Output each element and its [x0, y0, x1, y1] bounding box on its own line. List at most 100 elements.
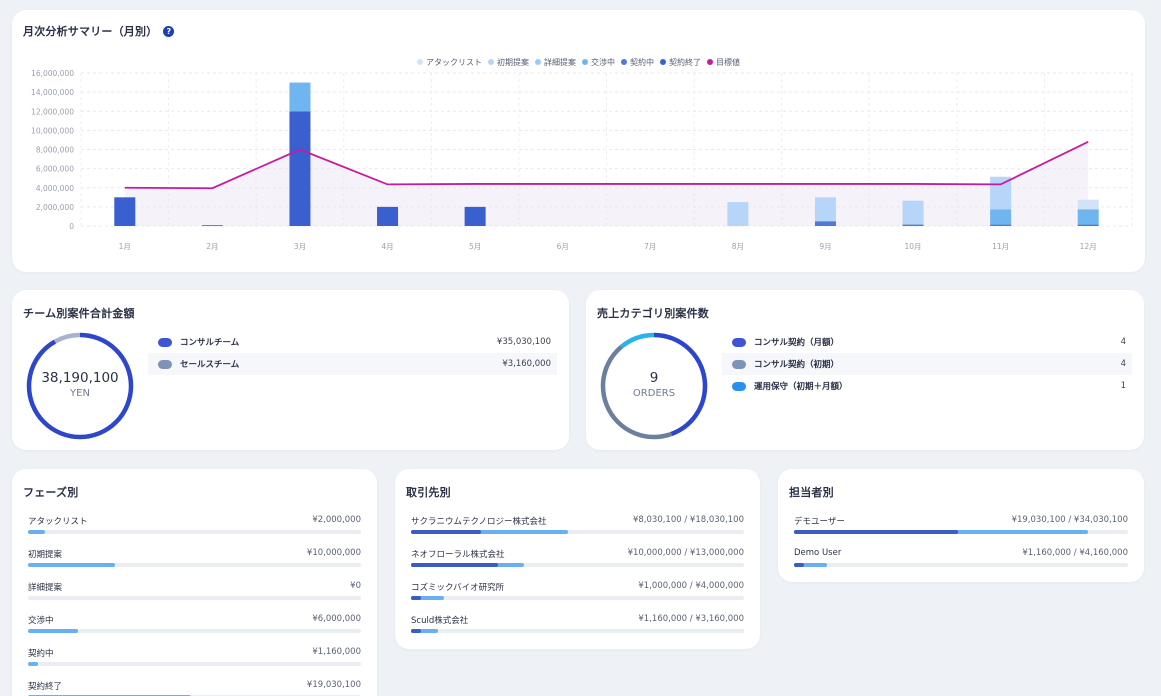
- x-tick-label: 7月: [644, 242, 656, 251]
- monthly-summary-title-text: 月次分析サマリー（月別）: [23, 25, 158, 38]
- bar-segment[interactable]: [377, 206, 399, 226]
- client-progress-actual: [411, 563, 498, 567]
- client-progress-track: [411, 596, 744, 600]
- x-tick-label: 10月: [905, 242, 922, 251]
- y-tick-label: 10,000,000: [31, 126, 74, 135]
- phase-card: フェーズ別 アタックリスト ¥2,000,000 初期提案 ¥10,000,000 詳細…: [12, 469, 377, 696]
- team-legend-item[interactable]: セールスチーム ¥3,160,000: [148, 353, 557, 375]
- client-progress-total: [411, 530, 568, 534]
- client-progress-actual: [411, 596, 421, 600]
- phase-row[interactable]: 詳細提案 ¥0: [28, 581, 361, 603]
- target-line: [124, 141, 1089, 190]
- question-circle-icon[interactable]: ?: [163, 26, 175, 37]
- phase-row[interactable]: 交渉中 ¥6,000,000: [28, 614, 361, 636]
- bar-segment[interactable]: [464, 206, 486, 226]
- category-legend-label: 運用保守（初期＋月額）: [754, 382, 848, 392]
- legend-item[interactable]: 交渉中: [582, 57, 615, 68]
- phase-label: 詳細提案: [28, 583, 63, 593]
- bar-segment[interactable]: [814, 197, 836, 222]
- legend-label: 詳細提案: [544, 58, 576, 67]
- phase-row[interactable]: 契約中 ¥1,160,000: [28, 647, 361, 669]
- category-legend-value: 1: [1120, 381, 1126, 391]
- phase-amount: ¥1,160,000: [312, 647, 361, 657]
- client-row[interactable]: ネオフローラル株式会社 ¥10,000,000 / ¥13,000,000: [411, 548, 744, 570]
- legend-item[interactable]: 契約終了: [660, 57, 701, 68]
- phase-progress-fill: [28, 530, 45, 534]
- phase-amount: ¥0: [350, 581, 361, 591]
- legend-dot-icon: [417, 59, 423, 65]
- y-tick-label: 12,000,000: [31, 107, 74, 116]
- phase-progress-fill: [28, 629, 78, 633]
- bar-segment[interactable]: [1077, 199, 1099, 210]
- x-tick-label: 4月: [381, 242, 393, 251]
- phase-label: 契約中: [28, 649, 54, 659]
- phase-row[interactable]: アタックリスト ¥2,000,000: [28, 515, 361, 537]
- category-color-swatch: [732, 337, 746, 347]
- legend-item[interactable]: 初期提案: [488, 57, 529, 68]
- phase-progress-track: [28, 629, 361, 633]
- client-row[interactable]: Sculd株式会社 ¥1,160,000 / ¥3,160,000: [411, 614, 744, 636]
- ring-segment[interactable]: [600, 332, 708, 440]
- phase-progress-track: [28, 563, 361, 567]
- monthly-summary-title: 月次分析サマリー（月別）?: [23, 23, 175, 39]
- bar-segment[interactable]: [814, 221, 836, 226]
- legend-label: 目標値: [716, 58, 740, 67]
- person-row[interactable]: デモユーザー ¥19,030,100 / ¥34,030,100: [794, 515, 1128, 537]
- category-color-swatch: [732, 381, 746, 391]
- team-donut-ring: [26, 332, 134, 440]
- bar-segment[interactable]: [201, 225, 223, 227]
- person-amount: ¥1,160,000 / ¥4,160,000: [1022, 548, 1128, 558]
- client-amount: ¥8,030,100 / ¥18,030,100: [632, 515, 744, 525]
- bar-segment[interactable]: [114, 197, 136, 226]
- person-progress-actual: [794, 563, 805, 567]
- bar-segment[interactable]: [902, 224, 924, 226]
- phase-amount: ¥10,000,000: [306, 548, 361, 558]
- phase-label: 契約終了: [28, 682, 63, 692]
- client-progress-total: [411, 629, 438, 633]
- client-progress-track: [411, 563, 744, 567]
- bar-segment[interactable]: [289, 111, 311, 226]
- category-legend-item[interactable]: コンサル契約（月額） 4: [722, 331, 1132, 353]
- team-legend-label: コンサルチーム: [180, 338, 240, 348]
- category-legend-item[interactable]: コンサル契約（初期） 4: [722, 353, 1132, 375]
- team-legend-value: ¥35,030,100: [496, 337, 551, 347]
- monthly-bar-chart: 0 2,000,000 4,000,000 6,000,000 8,000,000 10,…: [31, 69, 1133, 251]
- bar-segment[interactable]: [1077, 209, 1099, 225]
- team-total-card: チーム別案件合計金額 38,190,100 YEN コンサルチーム ¥35,03…: [12, 290, 569, 450]
- x-tick-label: 9月: [819, 242, 831, 251]
- client-amount: ¥1,160,000 / ¥3,160,000: [638, 614, 744, 624]
- category-count-card: 売上カテゴリ別案件数 9 ORDERS コンサル契約（月額） 4 コンサル契約（…: [586, 290, 1144, 450]
- ring-segment[interactable]: [26, 332, 134, 440]
- team-legend-label: セールスチーム: [180, 360, 240, 370]
- category-count-title: 売上カテゴリ別案件数: [597, 307, 709, 320]
- bar-segment[interactable]: [1077, 224, 1099, 226]
- category-total-unit: ORDERS: [632, 388, 676, 399]
- legend-item[interactable]: 契約中: [621, 57, 654, 68]
- phase-label: 交渉中: [28, 616, 54, 626]
- client-progress-actual: [411, 530, 481, 534]
- x-tick-label: 8月: [732, 242, 744, 251]
- client-progress-total: [411, 596, 445, 600]
- legend-label: 契約終了: [669, 58, 701, 67]
- person-row[interactable]: Demo User ¥1,160,000 / ¥4,160,000: [794, 548, 1128, 570]
- bar-segment[interactable]: [990, 209, 1012, 225]
- team-total-amount: 38,190,100: [41, 370, 119, 386]
- person-progress-track: [794, 530, 1128, 534]
- legend-item[interactable]: 詳細提案: [535, 57, 576, 68]
- phase-row[interactable]: 契約終了 ¥19,030,100: [28, 680, 361, 696]
- client-row[interactable]: サクラニウムテクノロジー株式会社 ¥8,030,100 / ¥18,030,100: [411, 515, 744, 537]
- category-legend-item[interactable]: 運用保守（初期＋月額） 1: [722, 375, 1132, 397]
- ring-segment[interactable]: [600, 332, 708, 440]
- client-row[interactable]: コズミックバイオ研究所 ¥1,000,000 / ¥4,000,000: [411, 581, 744, 603]
- legend-item[interactable]: 目標値: [707, 57, 740, 68]
- person-card: 担当者別 デモユーザー ¥19,030,100 / ¥34,030,100 Demo…: [778, 469, 1144, 582]
- bar-segment[interactable]: [727, 202, 749, 226]
- phase-amount: ¥6,000,000: [312, 614, 361, 624]
- bar-segment[interactable]: [289, 82, 311, 112]
- legend-item[interactable]: アタックリスト: [417, 57, 482, 68]
- y-tick-label: 2,000,000: [36, 203, 74, 212]
- phase-row[interactable]: 初期提案 ¥10,000,000: [28, 548, 361, 570]
- team-legend-item[interactable]: コンサルチーム ¥35,030,100: [148, 331, 557, 353]
- bar-segment[interactable]: [902, 200, 924, 225]
- bar-segment[interactable]: [990, 224, 1012, 226]
